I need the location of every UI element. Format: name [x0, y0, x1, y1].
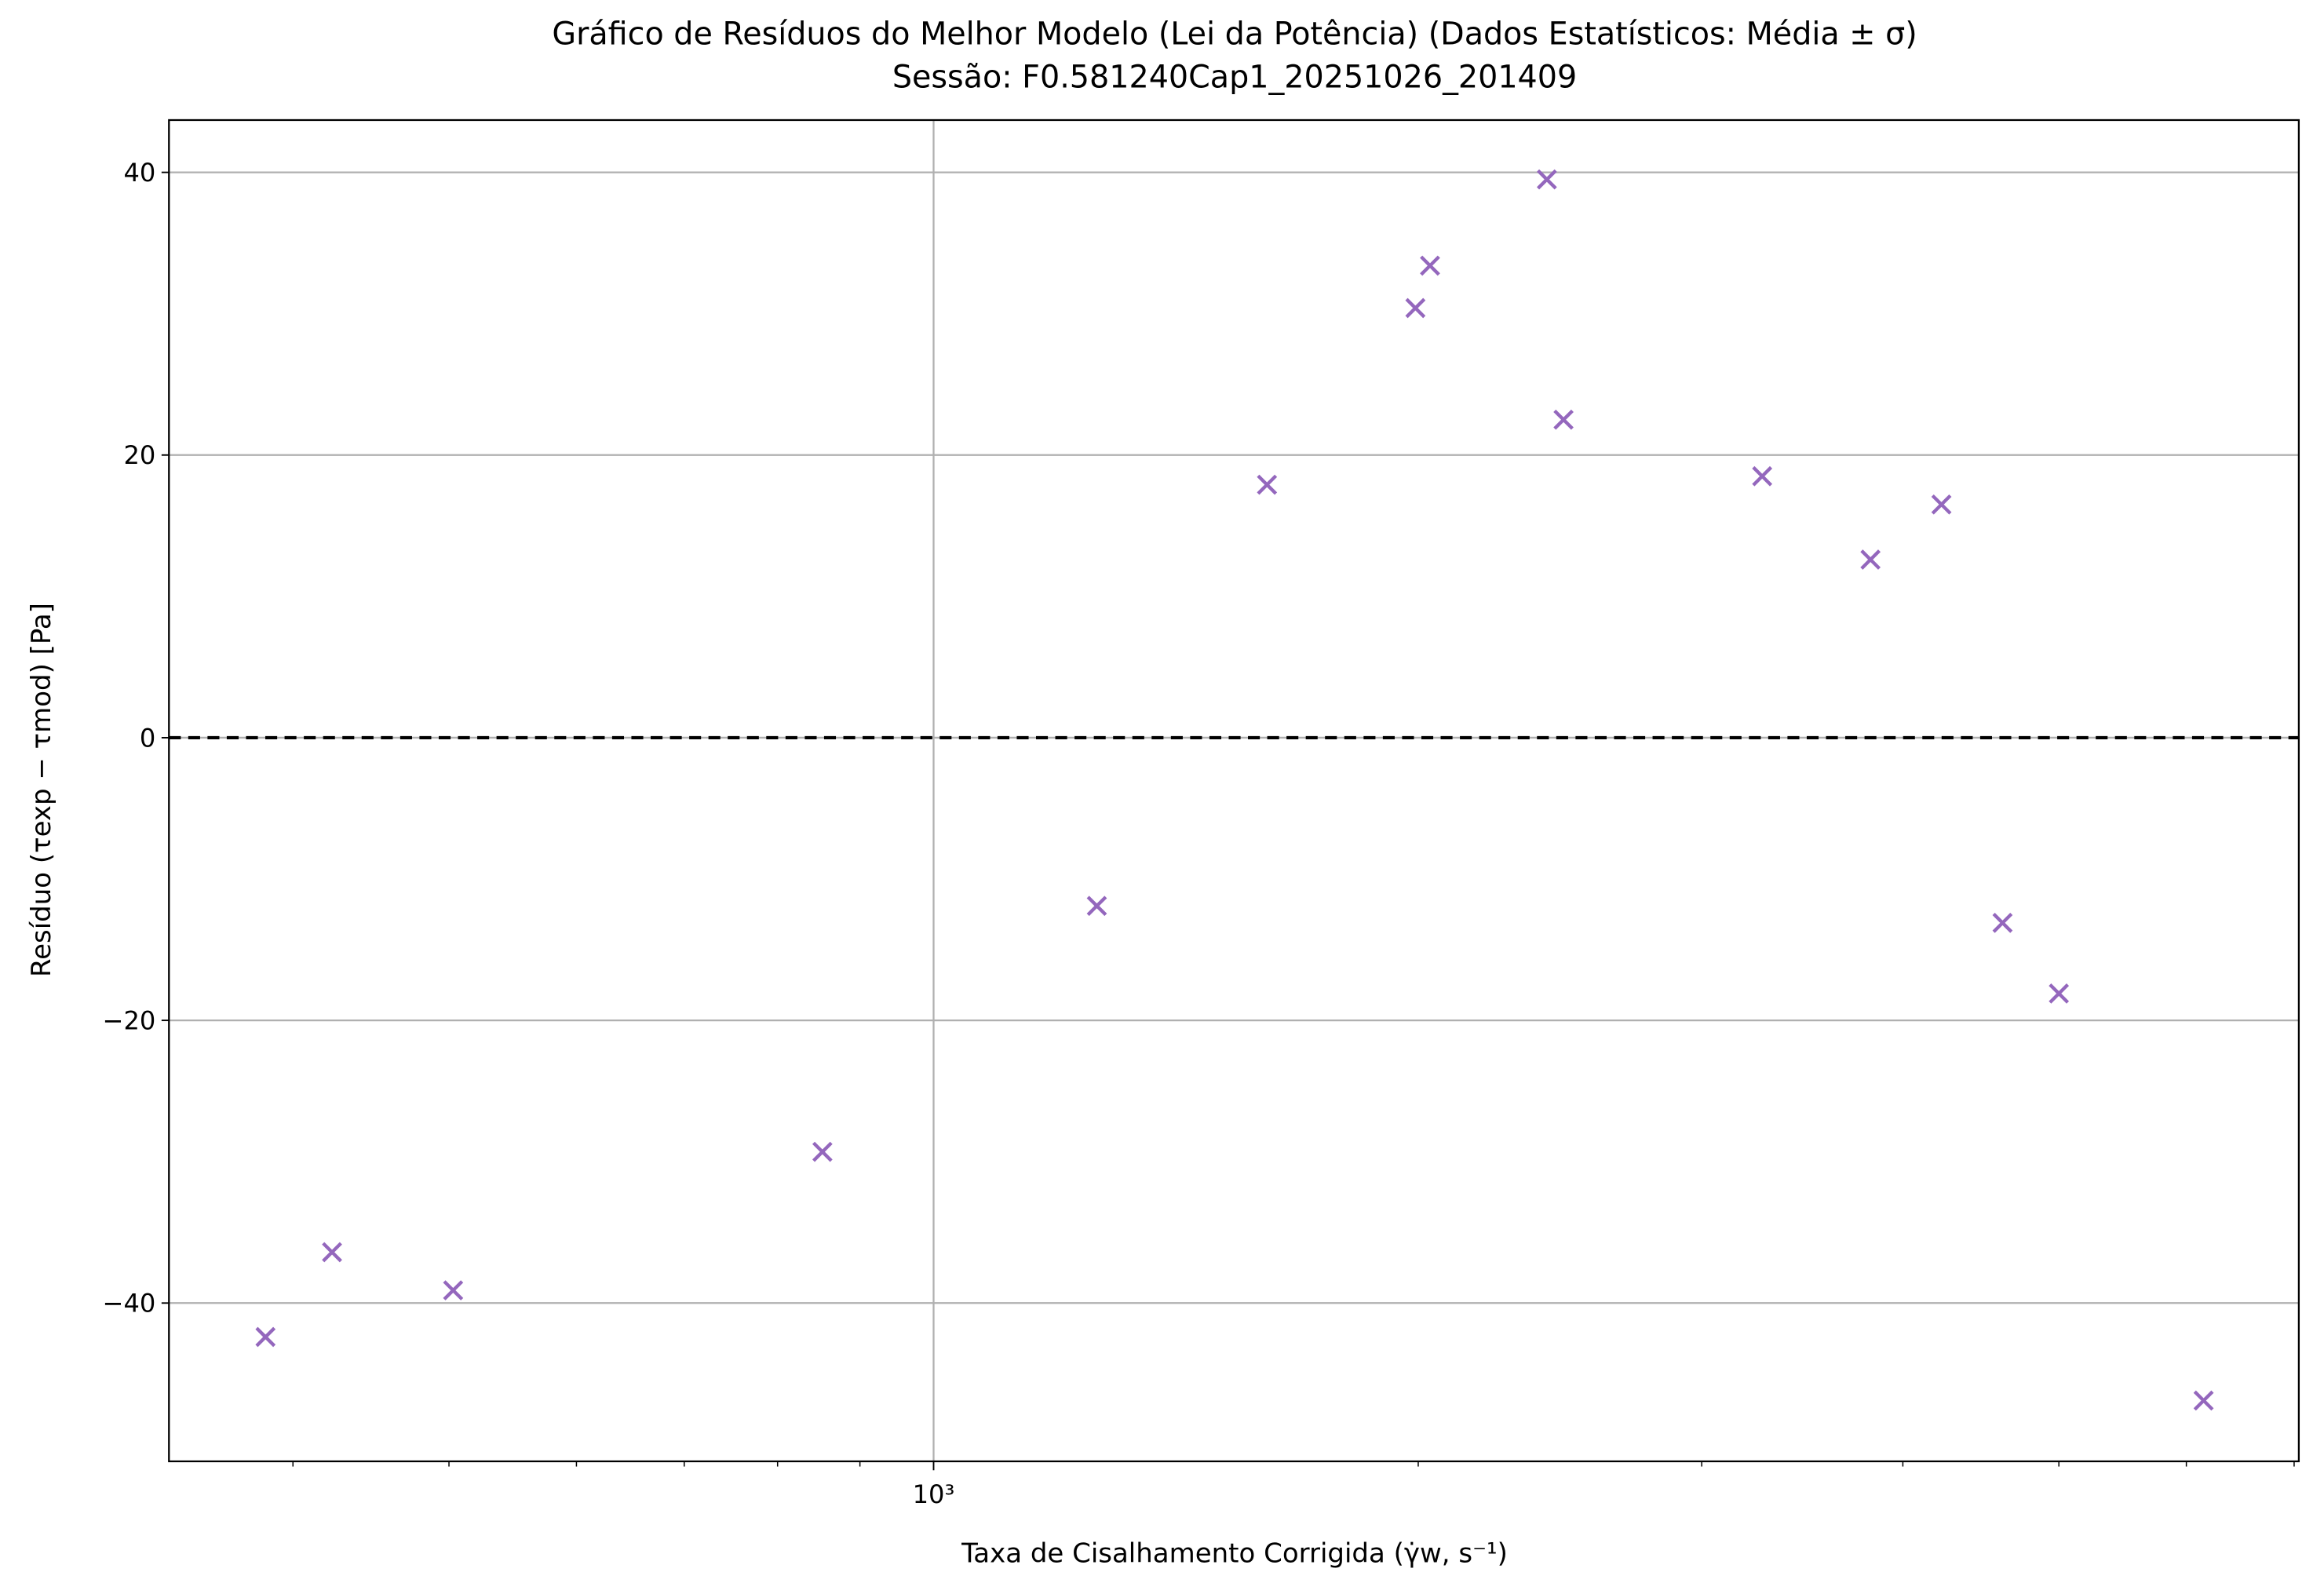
plot-frame — [168, 119, 2300, 1463]
marker — [2193, 1390, 2214, 1411]
marker — [1992, 912, 2013, 933]
y-axis-label: Resíduo (τexp − τmod) [Pa] — [26, 603, 57, 977]
marker — [1086, 895, 1107, 917]
marker — [255, 1326, 276, 1348]
marker — [1752, 465, 1773, 487]
marker — [1553, 409, 1574, 430]
marker — [2049, 983, 2070, 1004]
x-axis-label: Taxa de Cisalhamento Corrigida (γ̇w, s⁻¹… — [961, 1537, 1508, 1569]
marker — [1257, 474, 1278, 495]
x-tick-label: 10³ — [913, 1479, 955, 1509]
marker — [1931, 494, 1952, 515]
marker — [443, 1280, 464, 1300]
marker — [1536, 169, 1557, 190]
y-tick-label: −40 — [103, 1289, 156, 1319]
marker — [1405, 297, 1426, 319]
chart-title: Gráfico de Resíduos do Melhor Modelo (Le… — [552, 16, 1917, 53]
chart-subtitle: Sessão: F0.581240Cap1_20251026_201409 — [892, 59, 1577, 95]
y-tick-label: −20 — [103, 1005, 156, 1035]
marker — [812, 1141, 833, 1162]
marker — [1420, 255, 1440, 276]
y-tick-label: 0 — [140, 723, 155, 753]
y-tick-label: 20 — [123, 440, 155, 470]
marker — [322, 1242, 342, 1263]
y-tick-label: 40 — [123, 158, 155, 188]
marker — [1860, 549, 1881, 570]
